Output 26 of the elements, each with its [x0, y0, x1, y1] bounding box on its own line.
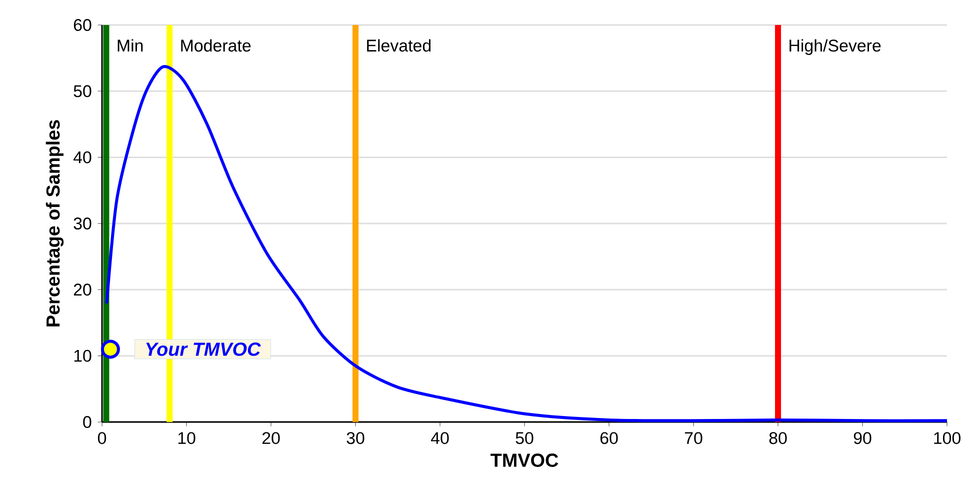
y-tick-label: 60: [74, 18, 92, 31]
x-tick-label: 80: [769, 432, 787, 444]
y-tick-label: 50: [74, 85, 92, 98]
ref-line-label: Elevated: [367, 39, 431, 52]
ref-line-label: Moderate: [181, 39, 251, 52]
x-tick-label: 40: [430, 432, 449, 444]
line-series: [105, 65, 949, 422]
x-tick-label: 70: [684, 432, 702, 444]
x-axis-title: TMVOC: [490, 454, 558, 467]
ref-line-label: High/Severe: [790, 39, 881, 55]
x-tick-label: 0: [98, 432, 106, 444]
y-tick-label: 0: [83, 416, 92, 428]
series-label: Your TMVOC: [146, 342, 261, 356]
x-tick-label: 50: [516, 432, 534, 444]
y-tick-label: 20: [74, 284, 92, 296]
x-tick-label: 60: [600, 432, 618, 444]
x-tick-label: 100: [934, 432, 960, 444]
x-tick-label: 10: [178, 432, 196, 444]
y-tick-label: 40: [73, 151, 92, 164]
y-tick-label: 30: [74, 217, 92, 230]
x-tick-label: 90: [854, 432, 872, 444]
y-tick-label: 10: [74, 350, 92, 362]
y-axis-title: Percentage of Samples: [46, 120, 64, 326]
x-tick-label: 20: [262, 432, 280, 444]
x-tick-label: 30: [346, 432, 364, 444]
ref-line-label: Min: [118, 39, 143, 52]
